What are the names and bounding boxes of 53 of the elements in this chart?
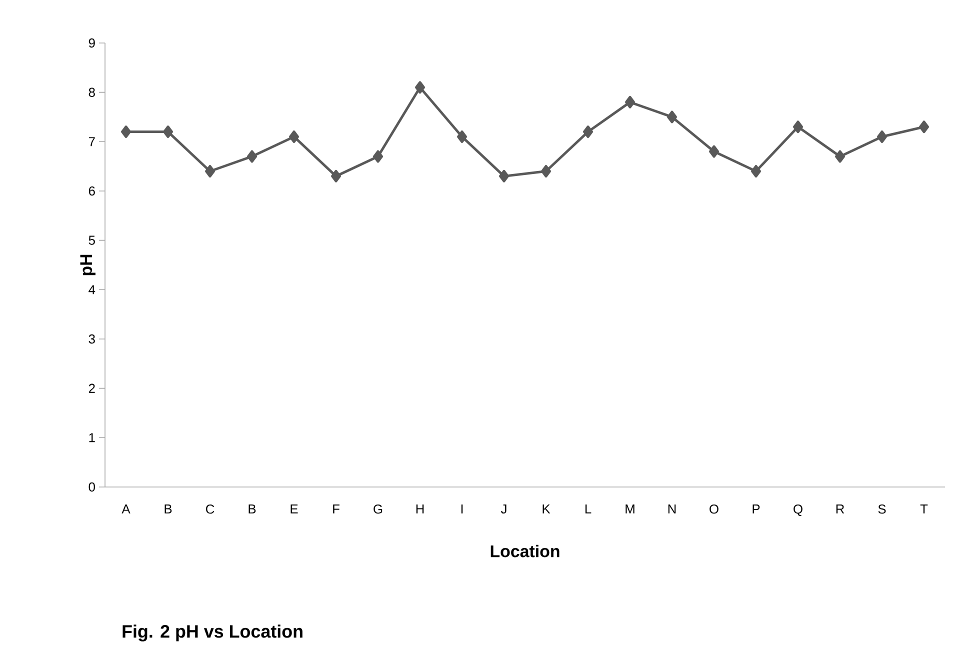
x-tick-label: R (836, 504, 844, 514)
point (373, 150, 384, 163)
x-tick-label: T (920, 504, 928, 514)
y-tick-label: 2 (88, 384, 95, 393)
point (625, 96, 636, 108)
x-tick-label: K (542, 504, 550, 514)
y-tick-label: 6 (88, 186, 95, 196)
x-tick-label: P (752, 504, 760, 514)
point (793, 120, 804, 134)
x-tick-label: F (333, 504, 340, 514)
y-axis-title: pH (80, 254, 96, 276)
y-tick-label: 0 (88, 482, 95, 492)
point (667, 110, 678, 124)
x-tick-label: C (206, 504, 214, 514)
y-tick-label: 9 (88, 38, 95, 48)
x-tick-label: H (416, 504, 424, 514)
x-tick-label: O (710, 504, 718, 514)
x-tick-label: J (500, 504, 506, 514)
point (583, 126, 594, 138)
point (541, 165, 552, 178)
point (499, 170, 510, 182)
x-tick-label: N (668, 504, 676, 514)
point (457, 130, 468, 143)
point (415, 81, 426, 94)
x-tick-label: B (248, 504, 256, 514)
point (163, 126, 174, 138)
y-tick-label: 7 (88, 137, 95, 146)
x-tick-label: G (374, 504, 382, 514)
x-tick-label: M (626, 504, 634, 514)
y-tick-label: 3 (88, 334, 95, 344)
y-tick-label: 4 (88, 285, 96, 294)
point (289, 130, 300, 143)
x-tick-label: Q (794, 504, 802, 516)
x-tick-label: E (290, 504, 298, 514)
point (709, 145, 720, 158)
x-tick-label: I (461, 504, 463, 514)
point (205, 165, 216, 178)
x-tick-label: L (585, 504, 592, 514)
y-tick-label: 1 (89, 433, 95, 442)
x-tick-label: A (122, 504, 130, 514)
x-tick-label: S (878, 504, 886, 514)
point (247, 150, 258, 163)
point (121, 126, 132, 138)
point (835, 150, 846, 163)
point (331, 170, 342, 182)
y-tick-label: 5 (88, 236, 95, 245)
x-axis-title: Location (490, 544, 560, 558)
text: Fig. 2 pH vs Location (122, 624, 302, 642)
point (877, 130, 888, 143)
point (751, 165, 762, 178)
point (919, 120, 930, 134)
y-tick-label: 8 (88, 88, 95, 97)
x-tick-label: B (164, 504, 172, 514)
